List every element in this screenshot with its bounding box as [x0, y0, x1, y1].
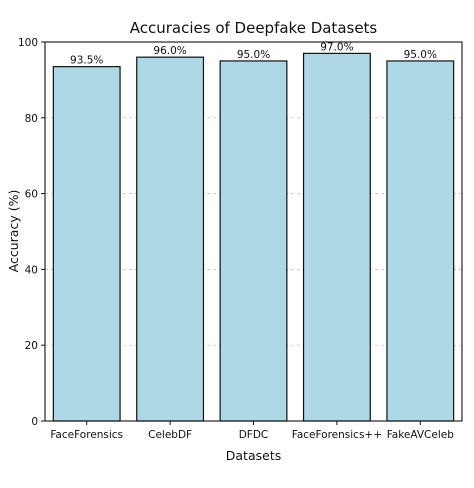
y-tick-label: 0: [31, 416, 38, 428]
data-label: 97.0%: [320, 41, 353, 53]
chart-title: Accuracies of Deepfake Datasets: [130, 19, 378, 37]
y-tick-label: 20: [25, 340, 38, 352]
bar: [52, 66, 121, 422]
y-tick-label: 40: [25, 264, 38, 276]
y-tick-label: 100: [18, 37, 38, 49]
data-label: 96.0%: [153, 45, 186, 57]
bar: [386, 60, 455, 422]
x-tick-label: FaceForensics++: [292, 429, 382, 441]
data-label: 95.0%: [237, 49, 270, 61]
y-tick-label: 60: [25, 189, 38, 201]
y-axis-label: Accuracy (%): [6, 190, 21, 273]
x-axis-ticks: FaceForensics CelebDF DFDC FaceForensics++ F…: [50, 421, 454, 441]
x-tick-label: CelebDF: [148, 429, 192, 441]
y-tick-label: 80: [25, 113, 38, 125]
x-axis-label: Datasets: [226, 448, 281, 463]
x-tick-label: DFDC: [239, 429, 269, 441]
bar: [136, 56, 205, 422]
bars: [52, 52, 455, 422]
data-label: 93.5%: [70, 55, 103, 67]
bar: [302, 52, 371, 422]
bar: [219, 60, 288, 422]
x-tick-label: FaceForensics: [50, 429, 123, 441]
y-axis-ticks: 0 20 40 60 80 100: [18, 37, 45, 428]
x-tick-label: FakeAVCeleb: [387, 429, 455, 441]
data-labels: 93.5% 96.0% 95.0% 97.0% 95.0%: [70, 41, 437, 66]
data-label: 95.0%: [404, 49, 437, 61]
